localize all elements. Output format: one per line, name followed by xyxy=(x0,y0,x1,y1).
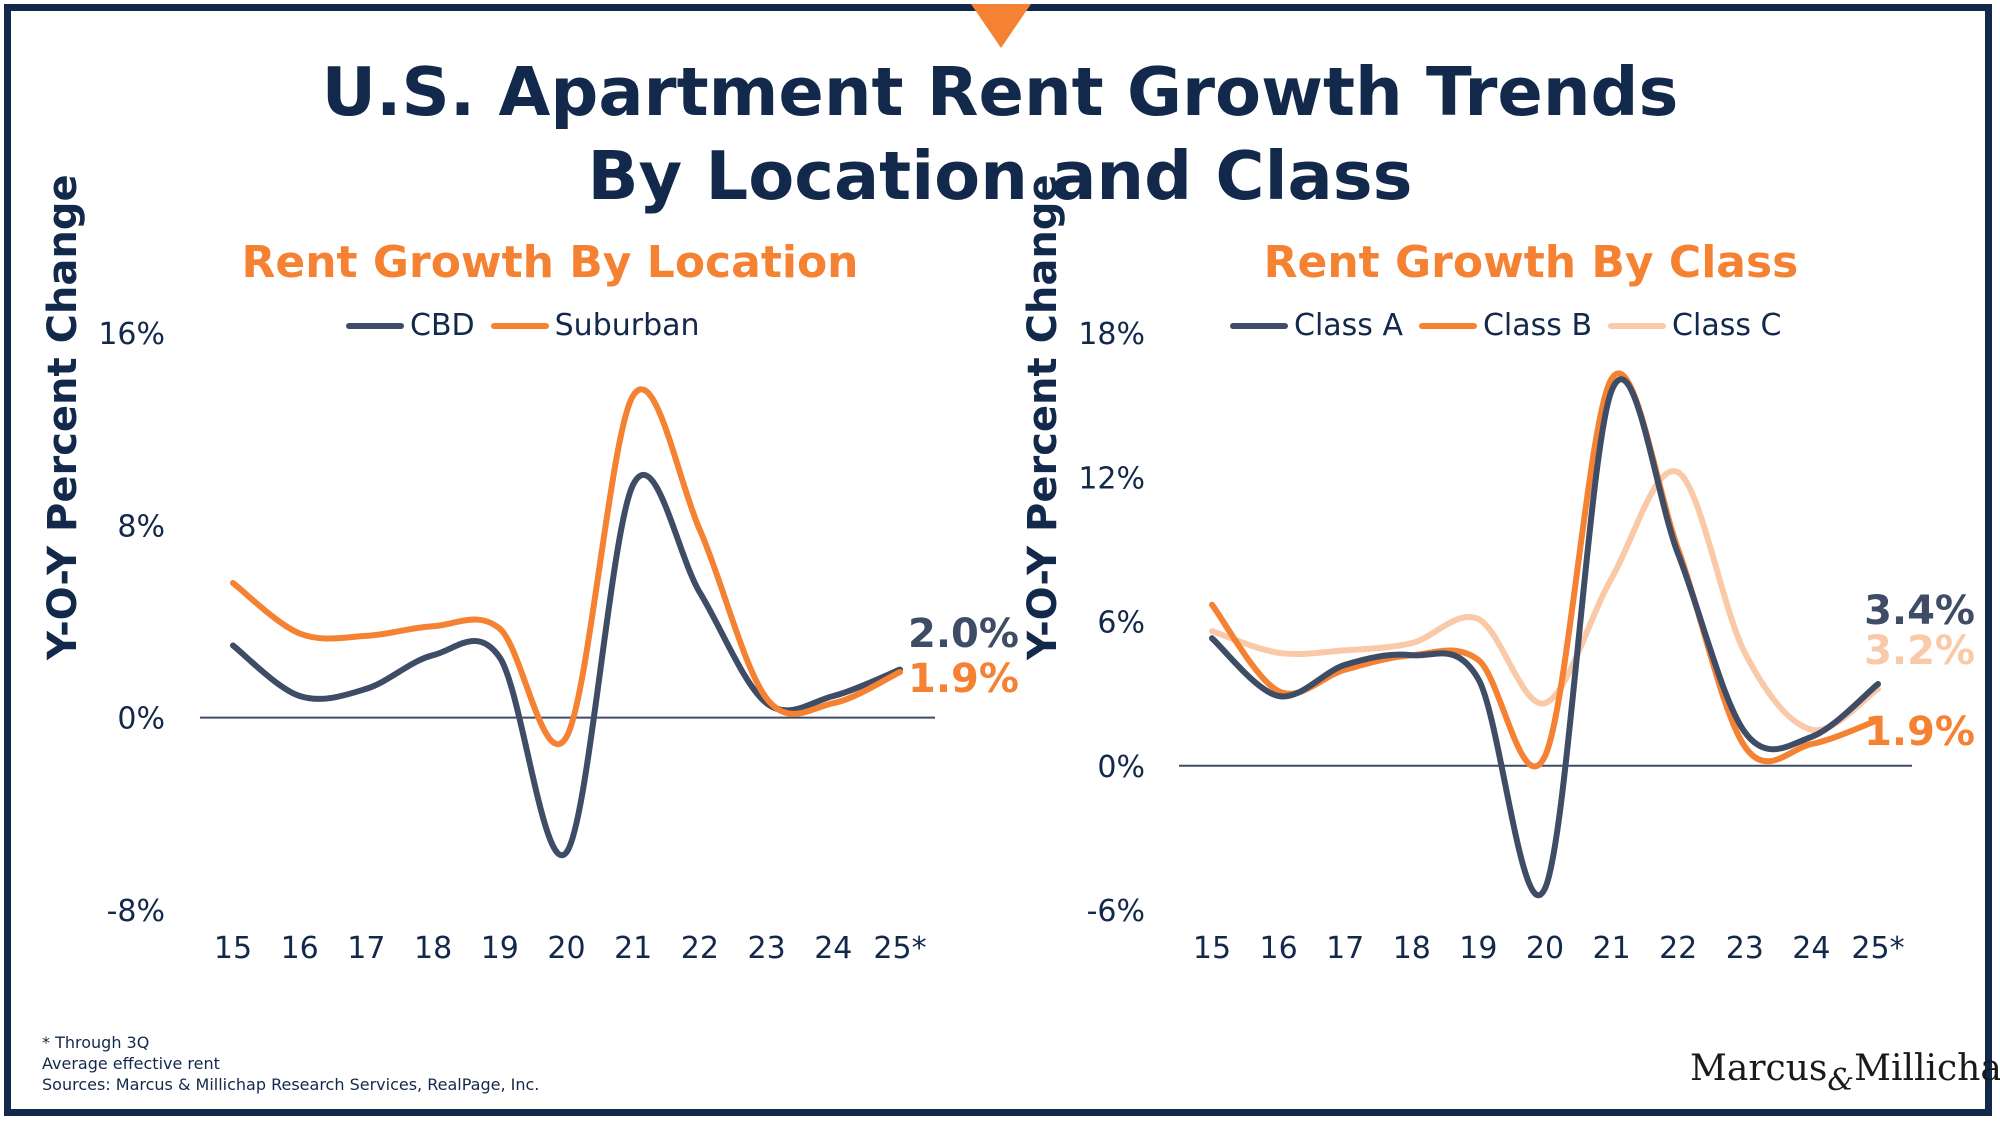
chart-location-title: Rent Growth By Location xyxy=(241,237,859,288)
orange-triangle-marker xyxy=(971,4,1031,48)
page-title-line2: By Location and Class xyxy=(587,137,1413,215)
chart-location-xtick-label: 18 xyxy=(414,931,452,966)
chart-location-xtick-label: 17 xyxy=(347,931,385,966)
footnote-through: * Through 3Q xyxy=(42,1033,150,1052)
logo-text-left: Marcus xyxy=(1690,1048,1828,1089)
logo-ampersand: & xyxy=(1827,1063,1855,1098)
legend-swatch-class-c xyxy=(1608,322,1667,329)
legend-swatch-class-b xyxy=(1418,322,1477,329)
chart-class-ytick-label: 18% xyxy=(1078,317,1145,352)
chart-location-xtick-label: 21 xyxy=(614,931,652,966)
legend-label-suburban: Suburban xyxy=(554,308,700,343)
chart-location-ytick-label: 0% xyxy=(117,702,165,737)
chart-class-ytick-label: 6% xyxy=(1097,606,1145,641)
page-title-line1: U.S. Apartment Rent Growth Trends xyxy=(321,53,1679,131)
chart-class-ytick-label: 12% xyxy=(1078,461,1145,496)
chart-location-xtick-label: 24 xyxy=(814,931,852,966)
chart-location-series-cbd xyxy=(230,472,903,859)
chart-location-ytick-label: 8% xyxy=(117,509,165,544)
chart-class-series-class-b xyxy=(1209,370,1881,770)
chart-location-xtick-label: 15 xyxy=(214,931,252,966)
logo-text-right: Millichap xyxy=(1854,1048,2000,1089)
chart-location-end-label-cbd: 2.0% xyxy=(908,611,1019,657)
chart-class-xtick-label: 18 xyxy=(1393,931,1431,966)
chart-class-xtick-label: 16 xyxy=(1260,931,1298,966)
chart-class-ytick-label: -6% xyxy=(1087,894,1145,929)
chart-class-series-class-c xyxy=(1209,468,1881,734)
legend-item-cbd: CBD xyxy=(346,308,475,343)
chart-class-end-label-class-a: 3.4% xyxy=(1864,588,1975,634)
legend-item-class-b: Class B xyxy=(1418,308,1593,343)
chart-class-xtick-label: 19 xyxy=(1459,931,1497,966)
legend-item-class-a: Class A xyxy=(1230,308,1403,343)
chart-location-legend: CBD Suburban xyxy=(346,308,716,343)
chart-class-xtick-label: 21 xyxy=(1593,931,1631,966)
chart-class-end-label-class-c: 3.2% xyxy=(1864,628,1975,674)
chart-class-series-class-a xyxy=(1209,376,1881,899)
chart-class-xtick-label: 20 xyxy=(1526,931,1564,966)
chart-class-title: Rent Growth By Class xyxy=(1263,237,1799,288)
chart-location-xtick-label: 22 xyxy=(681,931,719,966)
chart-class-xtick-label: 17 xyxy=(1326,931,1364,966)
legend-swatch-cbd xyxy=(346,322,404,329)
chart-location-series-suburban xyxy=(230,386,903,748)
footnote-average: Average effective rent xyxy=(42,1054,220,1073)
chart-class-legend: Class A Class B Class C xyxy=(1230,308,1797,343)
legend-swatch-suburban xyxy=(490,322,549,329)
legend-swatch-class-a xyxy=(1230,322,1288,329)
chart-class-xtick-label: 25* xyxy=(1851,931,1904,966)
legend-label-class-a: Class A xyxy=(1294,308,1403,343)
chart-class-xtick-label: 23 xyxy=(1726,931,1764,966)
legend-item-suburban: Suburban xyxy=(490,308,700,343)
chart-location-ytick-label: 16% xyxy=(98,317,165,352)
legend-item-class-c: Class C xyxy=(1608,308,1781,343)
slide-frame xyxy=(4,4,1992,1116)
legend-label-cbd: CBD xyxy=(410,308,475,343)
footnote-sources: Sources: Marcus & Millichap Research Ser… xyxy=(42,1075,540,1094)
chart-class-xtick-label: 22 xyxy=(1659,931,1697,966)
chart-location-end-label-suburban: 1.9% xyxy=(908,656,1019,702)
chart-location-xtick-label: 16 xyxy=(281,931,319,966)
legend-label-class-c: Class C xyxy=(1672,308,1782,343)
chart-location-xtick-label: 19 xyxy=(481,931,519,966)
chart-location-ytick-label: -8% xyxy=(107,894,165,929)
chart-location-xtick-label: 20 xyxy=(547,931,585,966)
chart-location-xtick-label: 23 xyxy=(748,931,786,966)
legend-label-class-b: Class B xyxy=(1482,308,1593,343)
chart-class-xtick-label: 15 xyxy=(1193,931,1231,966)
chart-class-ytick-label: 0% xyxy=(1097,750,1145,785)
marcus-millichap-logo: Marcus&Millichap xyxy=(1690,1048,2000,1098)
chart-class-end-label-class-b: 1.9% xyxy=(1864,709,1975,755)
chart-location-xtick-label: 25* xyxy=(873,931,926,966)
chart-class-xtick-label: 24 xyxy=(1792,931,1830,966)
